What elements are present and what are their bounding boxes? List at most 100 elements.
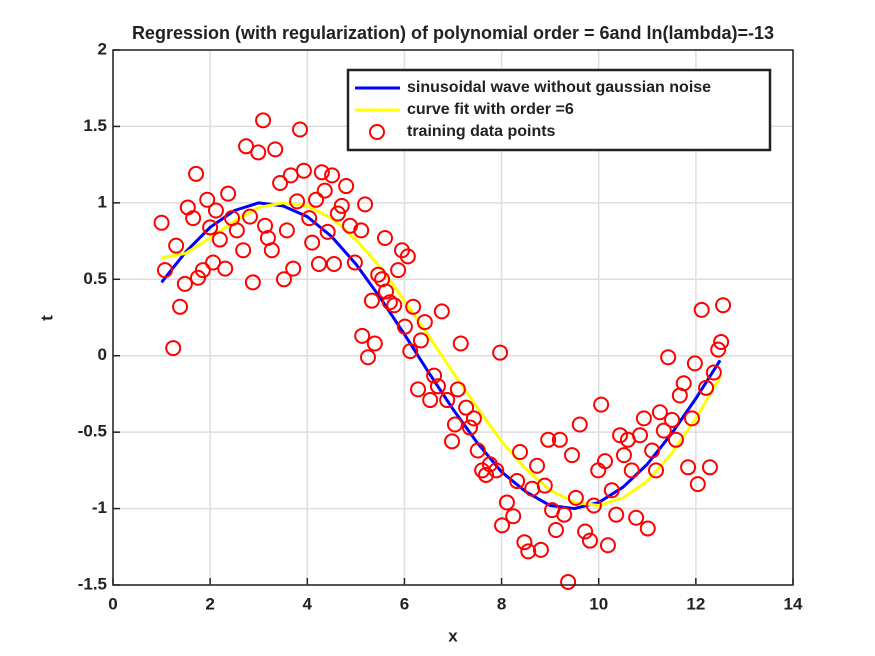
data-point <box>410 381 427 398</box>
data-point <box>377 283 394 300</box>
data-point <box>536 477 553 494</box>
data-point <box>715 297 732 314</box>
data-point <box>156 262 173 279</box>
data-point <box>172 298 189 315</box>
data-point <box>571 416 588 433</box>
data-point <box>689 476 706 493</box>
data-point <box>498 494 515 511</box>
data-point <box>185 210 202 227</box>
data-point <box>301 210 318 227</box>
data-point <box>422 392 439 409</box>
data-point <box>324 167 341 184</box>
y-tick-label: 0.5 <box>83 269 107 288</box>
data-point <box>644 442 661 459</box>
data-point <box>529 457 546 474</box>
data-point <box>310 256 327 272</box>
x-tick-label: 10 <box>589 594 608 613</box>
x-tick-label: 4 <box>303 594 313 613</box>
data-point <box>492 344 509 361</box>
legend-swatch <box>369 124 385 140</box>
data-point <box>710 341 727 358</box>
data-point <box>354 327 371 344</box>
axes-box <box>112 49 794 586</box>
data-point <box>235 242 252 259</box>
data-point <box>199 191 216 208</box>
data-point <box>648 462 665 479</box>
data-point <box>278 222 295 239</box>
data-point <box>165 340 182 357</box>
data-point <box>176 275 193 292</box>
data-point <box>316 182 333 199</box>
data-point <box>207 202 224 219</box>
data-point <box>540 431 557 448</box>
legend-label: sinusoidal wave without gaussian noise <box>407 79 711 96</box>
data-point <box>612 427 629 444</box>
data-point <box>153 214 170 231</box>
data-point <box>333 197 350 214</box>
legend-label: training data points <box>407 123 556 140</box>
data-point <box>326 256 342 272</box>
data-point <box>701 459 718 476</box>
chart-title: Regression (with regularization) of poly… <box>132 23 774 43</box>
data-point <box>675 375 692 392</box>
data-point <box>560 573 577 590</box>
data-point <box>211 231 228 248</box>
x-tick-label: 14 <box>784 594 803 613</box>
data-point <box>462 419 478 436</box>
data-point <box>377 230 393 247</box>
legend-label: curve fit with order =6 <box>407 101 574 118</box>
data-point <box>194 262 211 279</box>
data-point <box>426 367 443 384</box>
y-axis-label: t <box>37 315 56 321</box>
data-point <box>319 223 336 240</box>
data-point <box>452 335 469 352</box>
x-tick-label: 2 <box>205 594 214 613</box>
y-tick-label: -1.5 <box>78 574 107 593</box>
data-point <box>188 165 205 182</box>
data-point <box>564 447 580 464</box>
data-point <box>713 333 730 350</box>
data-point <box>639 520 656 537</box>
data-point <box>381 294 398 311</box>
data-point <box>532 541 549 558</box>
data-point <box>412 332 429 349</box>
data-point <box>386 297 403 314</box>
data-point <box>289 193 306 210</box>
data-point <box>686 355 703 372</box>
data-point <box>370 266 387 283</box>
data-point <box>292 121 308 138</box>
data-point <box>664 411 681 428</box>
data-point <box>593 396 610 413</box>
x-axis-label: x <box>448 626 458 645</box>
data-point <box>623 462 640 479</box>
data-point <box>446 416 463 433</box>
data-point <box>698 379 715 396</box>
data-point <box>244 274 261 291</box>
data-point <box>250 144 267 161</box>
data-point <box>478 466 495 483</box>
series-line <box>160 201 722 511</box>
data-point <box>255 112 272 129</box>
data-point <box>581 532 598 549</box>
data-point <box>547 521 564 538</box>
data-point <box>275 271 292 288</box>
data-point <box>444 433 461 450</box>
data-point <box>357 196 374 213</box>
data-point <box>509 473 526 490</box>
data-point <box>439 392 456 409</box>
data-point <box>363 292 380 309</box>
data-point <box>556 506 573 523</box>
data-point <box>429 378 446 395</box>
data-point <box>585 497 602 514</box>
data-point <box>295 162 312 179</box>
data-point <box>329 205 346 222</box>
data-point <box>667 431 684 448</box>
data-point <box>346 254 363 271</box>
data-point <box>660 349 677 366</box>
x-tick-label: 0 <box>108 594 117 613</box>
data-point <box>551 431 568 448</box>
series-line <box>161 201 722 508</box>
plot-area: 0 2 4 6 8 10 12 14 -1.5 -1 -0.5 0 0.5 1 1.5 2 sinusoidal… <box>78 39 803 613</box>
data-point <box>655 422 672 439</box>
